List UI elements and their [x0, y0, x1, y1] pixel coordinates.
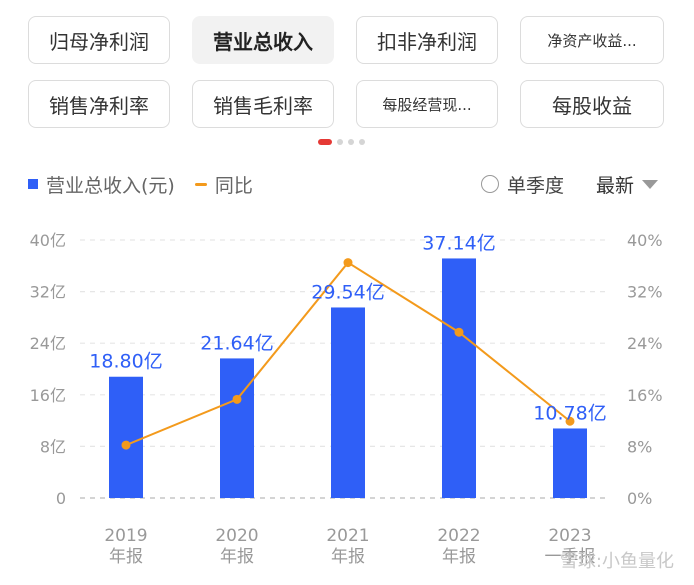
tab-eps[interactable]: 每股收益: [520, 80, 664, 128]
line-legend-label: 同比: [214, 174, 253, 197]
left-axis-tick-label: 40亿: [30, 231, 66, 250]
period-dropdown[interactable]: 最新: [596, 170, 659, 198]
bar-value-label: 29.54亿: [311, 281, 384, 303]
page-dot: [348, 139, 354, 145]
yoy-point: [121, 440, 131, 450]
x-axis-year-label: 2021: [326, 526, 369, 546]
tab-roe[interactable]: 净资产收益...: [520, 16, 664, 64]
bar-legend-label: 营业总收入(元): [46, 174, 175, 197]
tab-total-revenue[interactable]: 营业总收入: [192, 16, 334, 64]
tab-deducted-net-profit[interactable]: 扣非净利润: [356, 16, 498, 64]
left-axis-tick-label: 24亿: [30, 334, 66, 353]
yoy-point: [454, 327, 464, 337]
tab-operating-cashflow-per-share[interactable]: 每股经营现...: [356, 80, 498, 128]
revenue-bar: [331, 307, 365, 498]
line-legend-swatch: [194, 182, 207, 186]
single-quarter-label: 单季度: [507, 174, 565, 197]
radio-icon[interactable]: [481, 175, 499, 193]
revenue-bar: [109, 376, 143, 498]
period-dropdown-label: 最新: [596, 174, 635, 197]
tab-net-profit-attributable[interactable]: 归母净利润: [28, 16, 170, 64]
x-axis-year-label: 2019: [104, 526, 147, 546]
x-axis-year-label: 2022: [437, 526, 480, 546]
right-axis-tick-label: 32%: [627, 283, 663, 302]
bar-value-label: 37.14亿: [422, 232, 495, 254]
tab-net-margin[interactable]: 销售净利率: [28, 80, 170, 128]
yoy-point: [232, 394, 242, 404]
page-dot: [337, 139, 343, 145]
left-axis-tick-label: 8亿: [40, 437, 66, 456]
indicator-tabs: 归母净利润 营业总收入 扣非净利润 净资产收益... 销售净利率 销售毛利率 每…: [28, 16, 664, 130]
page-dot-active: [318, 139, 332, 145]
bar-value-label: 18.80亿: [89, 351, 162, 373]
x-axis-period-label: 年报: [109, 547, 143, 567]
page-indicator: [318, 139, 365, 145]
x-axis-period-label: 年报: [331, 547, 365, 567]
bar-legend-swatch: [28, 179, 38, 189]
left-axis-tick-label: 32亿: [30, 283, 66, 302]
left-axis-tick-label: 0: [56, 489, 66, 508]
x-axis-period-label: 一季报: [545, 547, 596, 567]
x-axis-year-label: 2020: [215, 526, 258, 546]
page-dot: [359, 139, 365, 145]
bar-value-label: 10.78亿: [533, 402, 606, 424]
single-quarter-toggle[interactable]: 单季度: [481, 170, 564, 198]
revenue-bar: [442, 258, 476, 498]
right-axis-tick-label: 16%: [627, 386, 663, 405]
revenue-bar: [553, 428, 587, 498]
caret-down-icon: [642, 179, 659, 189]
revenue-bar: [220, 358, 254, 498]
right-axis-tick-label: 24%: [627, 334, 663, 353]
watermark: 雪球:小鱼量化: [559, 551, 674, 572]
right-axis-tick-label: 8%: [627, 437, 652, 456]
x-axis-period-label: 年报: [220, 547, 254, 567]
yoy-point: [565, 416, 575, 426]
tab-gross-margin[interactable]: 销售毛利率: [192, 80, 334, 128]
yoy-point: [343, 258, 353, 268]
left-axis-tick-label: 16亿: [30, 386, 66, 405]
bar-value-label: 21.64亿: [200, 332, 273, 354]
x-axis-year-label: 2023: [548, 526, 591, 546]
chart-legend: 营业总收入(元) 同比: [28, 170, 253, 198]
right-axis-tick-label: 0%: [627, 489, 652, 508]
right-axis-tick-label: 40%: [627, 231, 663, 250]
x-axis-period-label: 年报: [442, 547, 476, 567]
